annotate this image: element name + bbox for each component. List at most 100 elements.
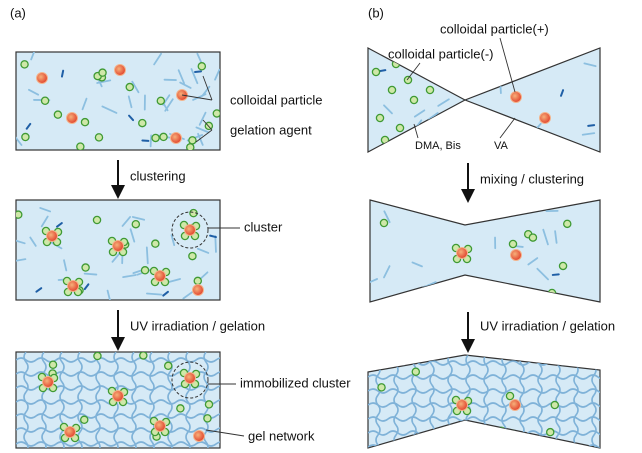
negative-particle	[95, 134, 102, 141]
step-label: UV irradiation / gelation	[480, 318, 615, 333]
positive-particle	[113, 241, 124, 252]
positive-particle	[194, 431, 205, 442]
positive-particle	[540, 113, 551, 124]
annotation: VA	[494, 140, 509, 152]
panel-label: (a)	[10, 5, 26, 20]
negative-particle	[93, 216, 100, 223]
negative-particle	[49, 361, 56, 368]
annotation: colloidal particle	[230, 92, 323, 107]
negative-particle	[372, 68, 379, 75]
gelation-agent	[151, 135, 152, 146]
negative-particle	[410, 96, 417, 103]
leader-line	[500, 118, 515, 138]
negative-particle	[529, 234, 536, 241]
negative-particle	[381, 136, 388, 143]
initiator	[437, 74, 441, 79]
annotation: cluster	[244, 219, 283, 234]
negative-particle	[82, 264, 89, 271]
negative-particle	[509, 430, 516, 437]
negative-particle	[547, 429, 554, 436]
negative-particle	[165, 362, 172, 369]
step-label: UV irradiation / gelation	[130, 318, 265, 333]
initiator	[588, 125, 594, 126]
initiator	[553, 274, 559, 275]
gelation-agent	[85, 274, 97, 275]
positive-particle	[510, 400, 521, 411]
negative-particle	[41, 97, 48, 104]
positive-particle	[155, 271, 166, 282]
negative-particle	[140, 352, 147, 359]
negative-particle	[21, 61, 28, 68]
mixed-container	[370, 200, 600, 302]
negative-particle	[396, 124, 403, 131]
positive-particle	[511, 250, 522, 261]
negative-particle	[81, 119, 88, 126]
negative-particle	[77, 143, 84, 150]
annotation: colloidal particle(-)	[388, 46, 493, 61]
negative-particle	[380, 219, 387, 226]
negative-particle	[160, 133, 167, 140]
negative-particle	[126, 83, 133, 90]
negative-particle	[509, 240, 516, 247]
bowtie-container	[368, 48, 600, 152]
annotation: immobilized cluster	[240, 375, 351, 390]
gelation-agent	[147, 247, 148, 263]
negative-particle	[141, 267, 148, 274]
negative-particle	[388, 86, 395, 93]
negative-particle	[152, 240, 159, 247]
positive-particle	[155, 421, 166, 432]
negative-particle	[81, 416, 88, 423]
gel-strand	[368, 445, 608, 449]
negative-particle	[564, 220, 571, 227]
positive-particle	[113, 391, 124, 402]
negative-particle	[205, 401, 212, 408]
positive-particle	[511, 92, 522, 103]
negative-particle	[559, 262, 566, 269]
negative-particle	[177, 405, 184, 412]
positive-particle	[193, 285, 204, 296]
annotation: gel network	[248, 428, 315, 443]
negative-particle	[54, 111, 61, 118]
gelation-agent	[484, 62, 497, 66]
initiator	[482, 282, 487, 285]
annotation: gelation agent	[230, 122, 312, 137]
positive-particle	[115, 65, 126, 76]
positive-particle	[65, 427, 76, 438]
negative-particle	[94, 352, 101, 359]
negative-particle	[551, 401, 558, 408]
gelation-agent	[147, 293, 162, 294]
negative-particle	[189, 137, 196, 144]
gelation-agent	[215, 236, 216, 252]
negative-particle	[198, 63, 205, 70]
negative-particle	[189, 252, 196, 259]
negative-particle	[22, 133, 29, 140]
step-label: clustering	[130, 168, 186, 183]
annotation: DMA, Bis	[415, 140, 461, 152]
negative-particle	[412, 368, 419, 375]
positive-particle	[457, 248, 468, 259]
gelation-agent	[434, 121, 444, 133]
positive-particle	[47, 231, 58, 242]
positive-particle	[171, 133, 182, 144]
initiator	[195, 71, 201, 72]
initiator	[62, 71, 63, 77]
positive-particle	[185, 225, 196, 236]
annotation: colloidal particle(+)	[440, 21, 549, 36]
positive-particle	[457, 400, 468, 411]
negative-particle	[426, 86, 433, 93]
figure: (a) colloidal particle gelation agent cl…	[0, 0, 642, 453]
negative-particle	[378, 384, 385, 391]
negative-particle	[187, 144, 194, 151]
negative-particle	[506, 392, 513, 399]
negative-particle	[404, 76, 411, 83]
positive-particle	[43, 377, 54, 388]
step-label: mixing / clustering	[480, 171, 584, 186]
negative-particle	[194, 277, 201, 284]
positive-particle	[67, 113, 78, 124]
negative-particle	[152, 134, 159, 141]
initiator	[379, 70, 385, 71]
negative-particle	[204, 415, 211, 422]
negative-particle	[139, 119, 146, 126]
positive-particle	[37, 73, 48, 84]
negative-particle	[132, 221, 139, 228]
